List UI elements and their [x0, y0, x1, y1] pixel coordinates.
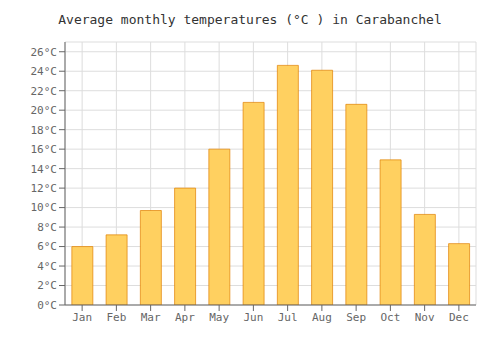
svg-text:24°C: 24°C [31, 65, 58, 78]
svg-text:Apr: Apr [175, 311, 195, 324]
svg-text:10°C: 10°C [31, 201, 58, 214]
svg-text:22°C: 22°C [31, 85, 58, 98]
svg-text:Sep: Sep [346, 311, 366, 324]
svg-text:0°C: 0°C [37, 299, 57, 312]
svg-text:16°C: 16°C [31, 143, 58, 156]
svg-text:Mar: Mar [141, 311, 161, 324]
svg-text:8°C: 8°C [37, 221, 57, 234]
html-text:Average monthly temperatures (: Average monthly temperatures (°C ) in Ca… [58, 12, 442, 27]
svg-text:Nov: Nov [415, 311, 435, 324]
svg-text:18°C: 18°C [31, 124, 58, 137]
svg-text:20°C: 20°C [31, 104, 58, 117]
svg-text:May: May [209, 311, 229, 324]
svg-text:26°C: 26°C [31, 46, 58, 59]
svg-text:2°C: 2°C [37, 279, 57, 292]
svg-text:14°C: 14°C [31, 163, 58, 176]
svg-text:Feb: Feb [106, 311, 126, 324]
svg-text:Jan: Jan [72, 311, 92, 324]
svg-text:Oct: Oct [380, 311, 400, 324]
svg-text:4°C: 4°C [37, 260, 57, 273]
svg-text:Jul: Jul [278, 311, 298, 324]
svg-text:12°C: 12°C [31, 182, 58, 195]
svg-text:Jun: Jun [243, 311, 263, 324]
svg-text:6°C: 6°C [37, 240, 57, 253]
svg-text:Aug: Aug [312, 311, 332, 324]
svg-text:Dec: Dec [449, 311, 469, 324]
